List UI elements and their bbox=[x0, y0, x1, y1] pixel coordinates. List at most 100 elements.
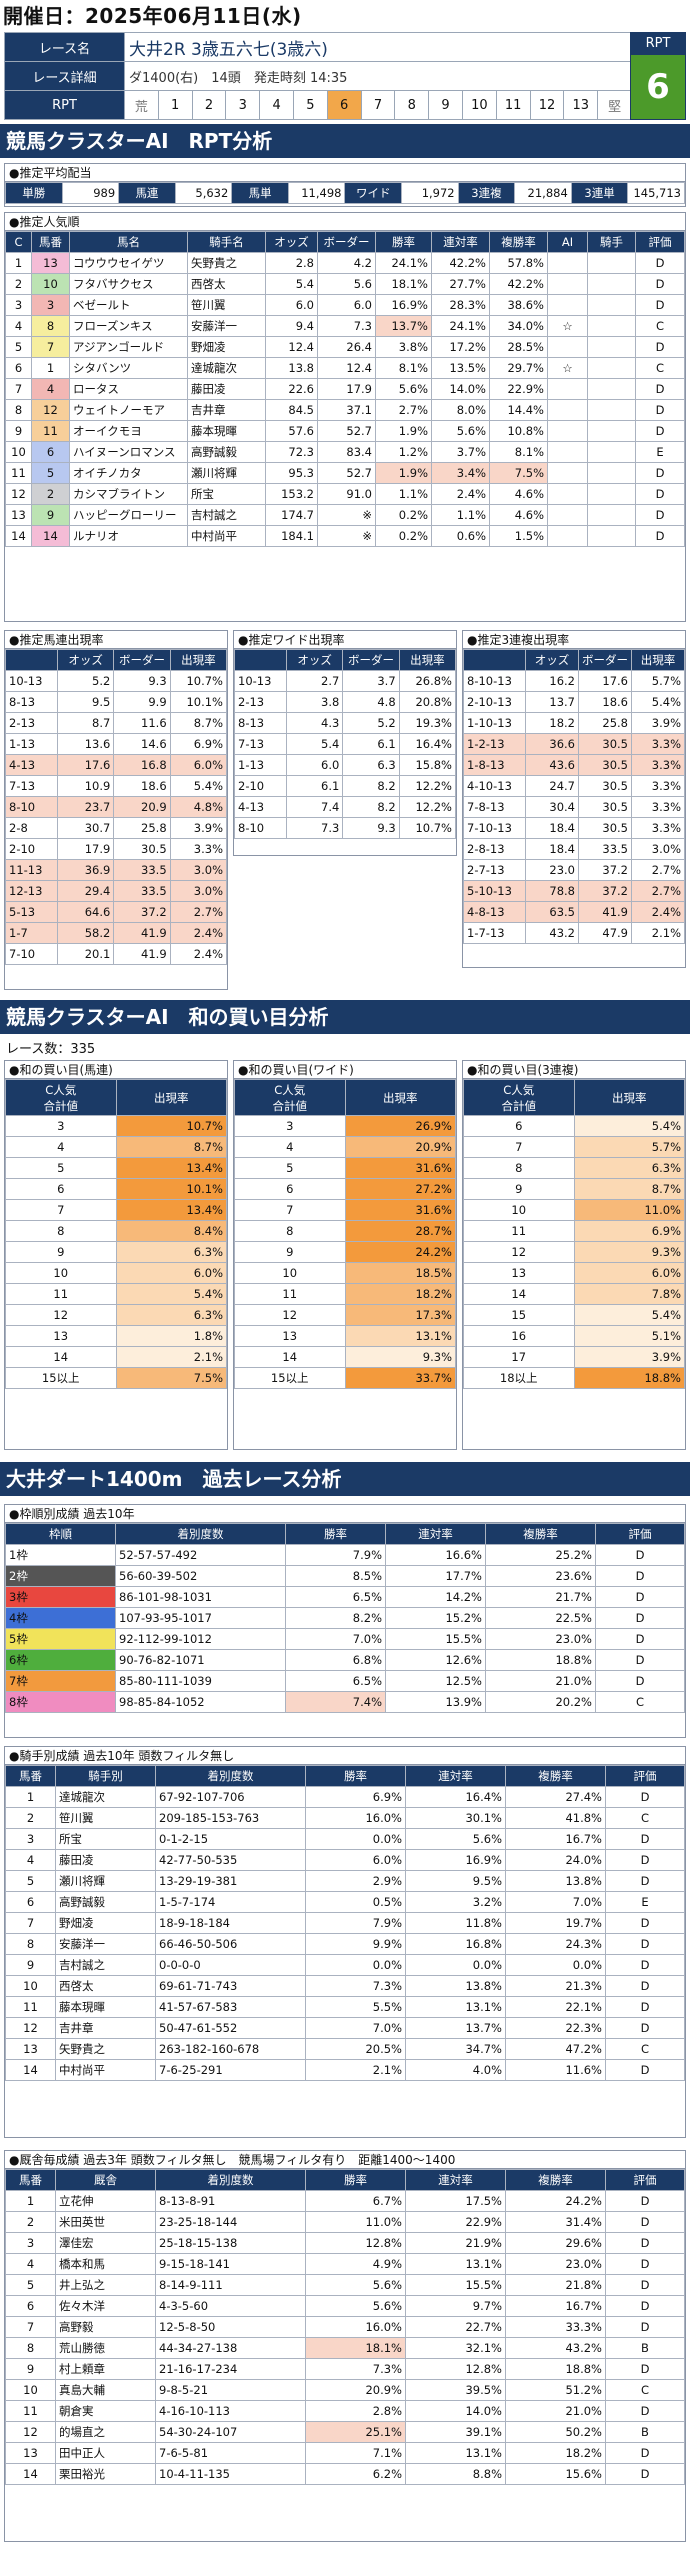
trio-header: オッズ bbox=[525, 649, 579, 671]
jockey-cell: 4 bbox=[5, 1849, 56, 1871]
pop-cell: 72.3 bbox=[265, 441, 318, 463]
pop-cell: 0.2% bbox=[375, 504, 432, 526]
rpt-scale-cell: 4 bbox=[259, 90, 294, 120]
pop-row: 4 8 フローズンキス 安藤洋一 9.4 7.3 13.7% 24.1% 34.0% ☆ C bbox=[5, 315, 685, 337]
trio-cell: 24.7 bbox=[525, 775, 579, 797]
trainer-cell: 12-5-8-50 bbox=[155, 2316, 306, 2338]
pop-cell bbox=[547, 462, 588, 484]
pop-cell: 3 bbox=[31, 294, 70, 316]
wide-cell: 7.4 bbox=[285, 796, 344, 818]
sum_trio-row: 6 5.4% bbox=[463, 1115, 685, 1137]
umaren-header bbox=[5, 649, 58, 671]
trio-row: 1-7-13 43.2 47.9 2.1% bbox=[463, 922, 685, 944]
pop-header: 複勝率 bbox=[489, 231, 548, 253]
trainer-cell: 10 bbox=[5, 2379, 56, 2401]
rpt-scale-cell: 12 bbox=[529, 90, 565, 120]
trainer-header: 着別度数 bbox=[155, 2169, 306, 2191]
waku-cell: 12.6% bbox=[385, 1649, 486, 1671]
trainer-row: 11 朝倉実 4-16-10-113 2.8% 14.0% 21.0% D bbox=[5, 2400, 685, 2422]
pop-cell: ※ bbox=[317, 504, 376, 526]
trio-cell: 3.9% bbox=[631, 712, 685, 734]
waku-row: 1枠 52-57-57-492 7.9% 16.6% 25.2% D bbox=[5, 1544, 685, 1566]
pop-cell: 28.3% bbox=[431, 294, 490, 316]
umaren-cell: 10.9 bbox=[56, 775, 115, 797]
sum_trio-total: 8 bbox=[463, 1157, 575, 1179]
pop-cell: 11 bbox=[5, 462, 32, 484]
jockey-cell: 高野誠毅 bbox=[55, 1891, 156, 1913]
trio-cell: 36.6 bbox=[525, 733, 579, 755]
sum_trio-row: 9 8.7% bbox=[463, 1178, 685, 1200]
trio-cell: 4-8-13 bbox=[463, 901, 526, 923]
rpt-scale-cell: 11 bbox=[495, 90, 531, 120]
umaren-cell: 3.3% bbox=[169, 838, 228, 860]
pop-cell: 1.9% bbox=[375, 420, 432, 442]
trainer-cell: 18.2% bbox=[505, 2442, 606, 2464]
sum_wide-row: 10 18.5% bbox=[234, 1262, 456, 1284]
wide-cell: 8-13 bbox=[234, 712, 287, 734]
jockey-row: 9 吉村誠之 0-0-0-0 0.0% 0.0% 0.0% D bbox=[5, 1954, 685, 1976]
pop-cell: 10 bbox=[5, 441, 32, 463]
trainer-header: 連対率 bbox=[405, 2169, 506, 2191]
trio-cell: 18.6 bbox=[578, 691, 632, 713]
jockey-cell: 41.8% bbox=[505, 1807, 606, 1829]
sum_trio-rate: 6.9% bbox=[573, 1220, 685, 1242]
pop-cell: 27.7% bbox=[431, 273, 490, 295]
trainer-cell: 9.7% bbox=[405, 2295, 506, 2317]
sum_umaren-rate: 13.4% bbox=[115, 1157, 227, 1179]
sum-umaren-h1: C人気 合計値 bbox=[5, 1079, 117, 1116]
sum_trio-rate: 9.3% bbox=[573, 1241, 685, 1263]
jockey-cell: 16.9% bbox=[405, 1849, 506, 1871]
waku-cell: 21.7% bbox=[485, 1586, 596, 1608]
pop-cell: ハッピーグローリー bbox=[69, 504, 188, 526]
jockey-row: 10 西啓太 69-61-71-743 7.3% 13.8% 21.3% D bbox=[5, 1975, 685, 1997]
pop-cell: 22.9% bbox=[489, 378, 548, 400]
wide-cell: 20.8% bbox=[398, 691, 457, 713]
pop-cell: 2.4% bbox=[431, 483, 490, 505]
sum_wide-total: 7 bbox=[234, 1199, 346, 1221]
trio-cell: 43.2 bbox=[525, 922, 579, 944]
trainer-cell: 澤佳宏 bbox=[55, 2232, 156, 2254]
sum_wide-rate: 28.7% bbox=[344, 1220, 456, 1242]
trainer-row: 1 立花伸 8-13-8-91 6.7% 17.5% 24.2% D bbox=[5, 2190, 685, 2212]
sum_wide-rate: 17.3% bbox=[344, 1304, 456, 1326]
pop-cell bbox=[587, 525, 636, 547]
sum-trio-h1: C人気 合計値 bbox=[463, 1079, 575, 1116]
jockey-cell: 11.6% bbox=[505, 2059, 606, 2081]
pop-cell: 12.4 bbox=[317, 357, 376, 379]
trainer-cell: 9-15-18-141 bbox=[155, 2253, 306, 2275]
pop-cell bbox=[547, 336, 588, 358]
trio-cell: 2.4% bbox=[631, 901, 685, 923]
race-name: 大井2R 3歳五六七(3歳六) bbox=[124, 32, 632, 62]
pop-cell: 0.2% bbox=[375, 525, 432, 547]
jockey-cell: 0.5% bbox=[305, 1891, 406, 1913]
pop-cell: 中村尚平 bbox=[187, 525, 266, 547]
trainer-cell: D bbox=[605, 2316, 685, 2338]
pop-cell: 1 bbox=[5, 252, 32, 274]
trainer-cell: 17.5% bbox=[405, 2190, 506, 2212]
trainer-cell: 54-30-24-107 bbox=[155, 2421, 306, 2443]
umaren-box: ●推定馬連出現率 オッズ ボーダー 出現率 10-13 5.2 9.3 10.7% 8-13 9… bbox=[4, 630, 228, 990]
pop-cell: ベゼールト bbox=[69, 294, 188, 316]
pop-cell: ※ bbox=[317, 525, 376, 547]
umaren-header: ボーダー bbox=[113, 649, 171, 671]
jockey-cell: 47.2% bbox=[505, 2038, 606, 2060]
sum_umaren-row: 5 13.4% bbox=[5, 1157, 227, 1179]
trainer-table: 馬番 厩舎 着別度数 勝率 連対率 複勝率 評価 1 立花伸 8-13-8-91 6.7% 17.5%… bbox=[5, 2169, 685, 2485]
trainer-cell: 21.9% bbox=[405, 2232, 506, 2254]
jockey-cell: 野畑凌 bbox=[55, 1912, 156, 1934]
sum_trio-row: 16 5.1% bbox=[463, 1325, 685, 1347]
jockey-cell: 13.8% bbox=[405, 1975, 506, 1997]
sum_umaren-row: 3 10.7% bbox=[5, 1115, 227, 1137]
pop-cell: 5.4 bbox=[265, 273, 318, 295]
trainer-cell: D bbox=[605, 2274, 685, 2296]
pop-cell: D bbox=[635, 462, 685, 484]
umaren-row: 2-10 17.9 30.5 3.3% bbox=[5, 838, 228, 860]
trio-cell: 23.0 bbox=[525, 859, 579, 881]
waku-header: 着別度数 bbox=[115, 1523, 286, 1545]
pop-cell: 1.1% bbox=[431, 504, 490, 526]
trainer-cell: 16.7% bbox=[505, 2295, 606, 2317]
trio-cell: 16.2 bbox=[525, 670, 579, 692]
pop-cell: オーイクモヨ bbox=[69, 420, 188, 442]
pop-cell: 3.4% bbox=[431, 462, 490, 484]
trio-row: 4-8-13 63.5 41.9 2.4% bbox=[463, 901, 685, 923]
